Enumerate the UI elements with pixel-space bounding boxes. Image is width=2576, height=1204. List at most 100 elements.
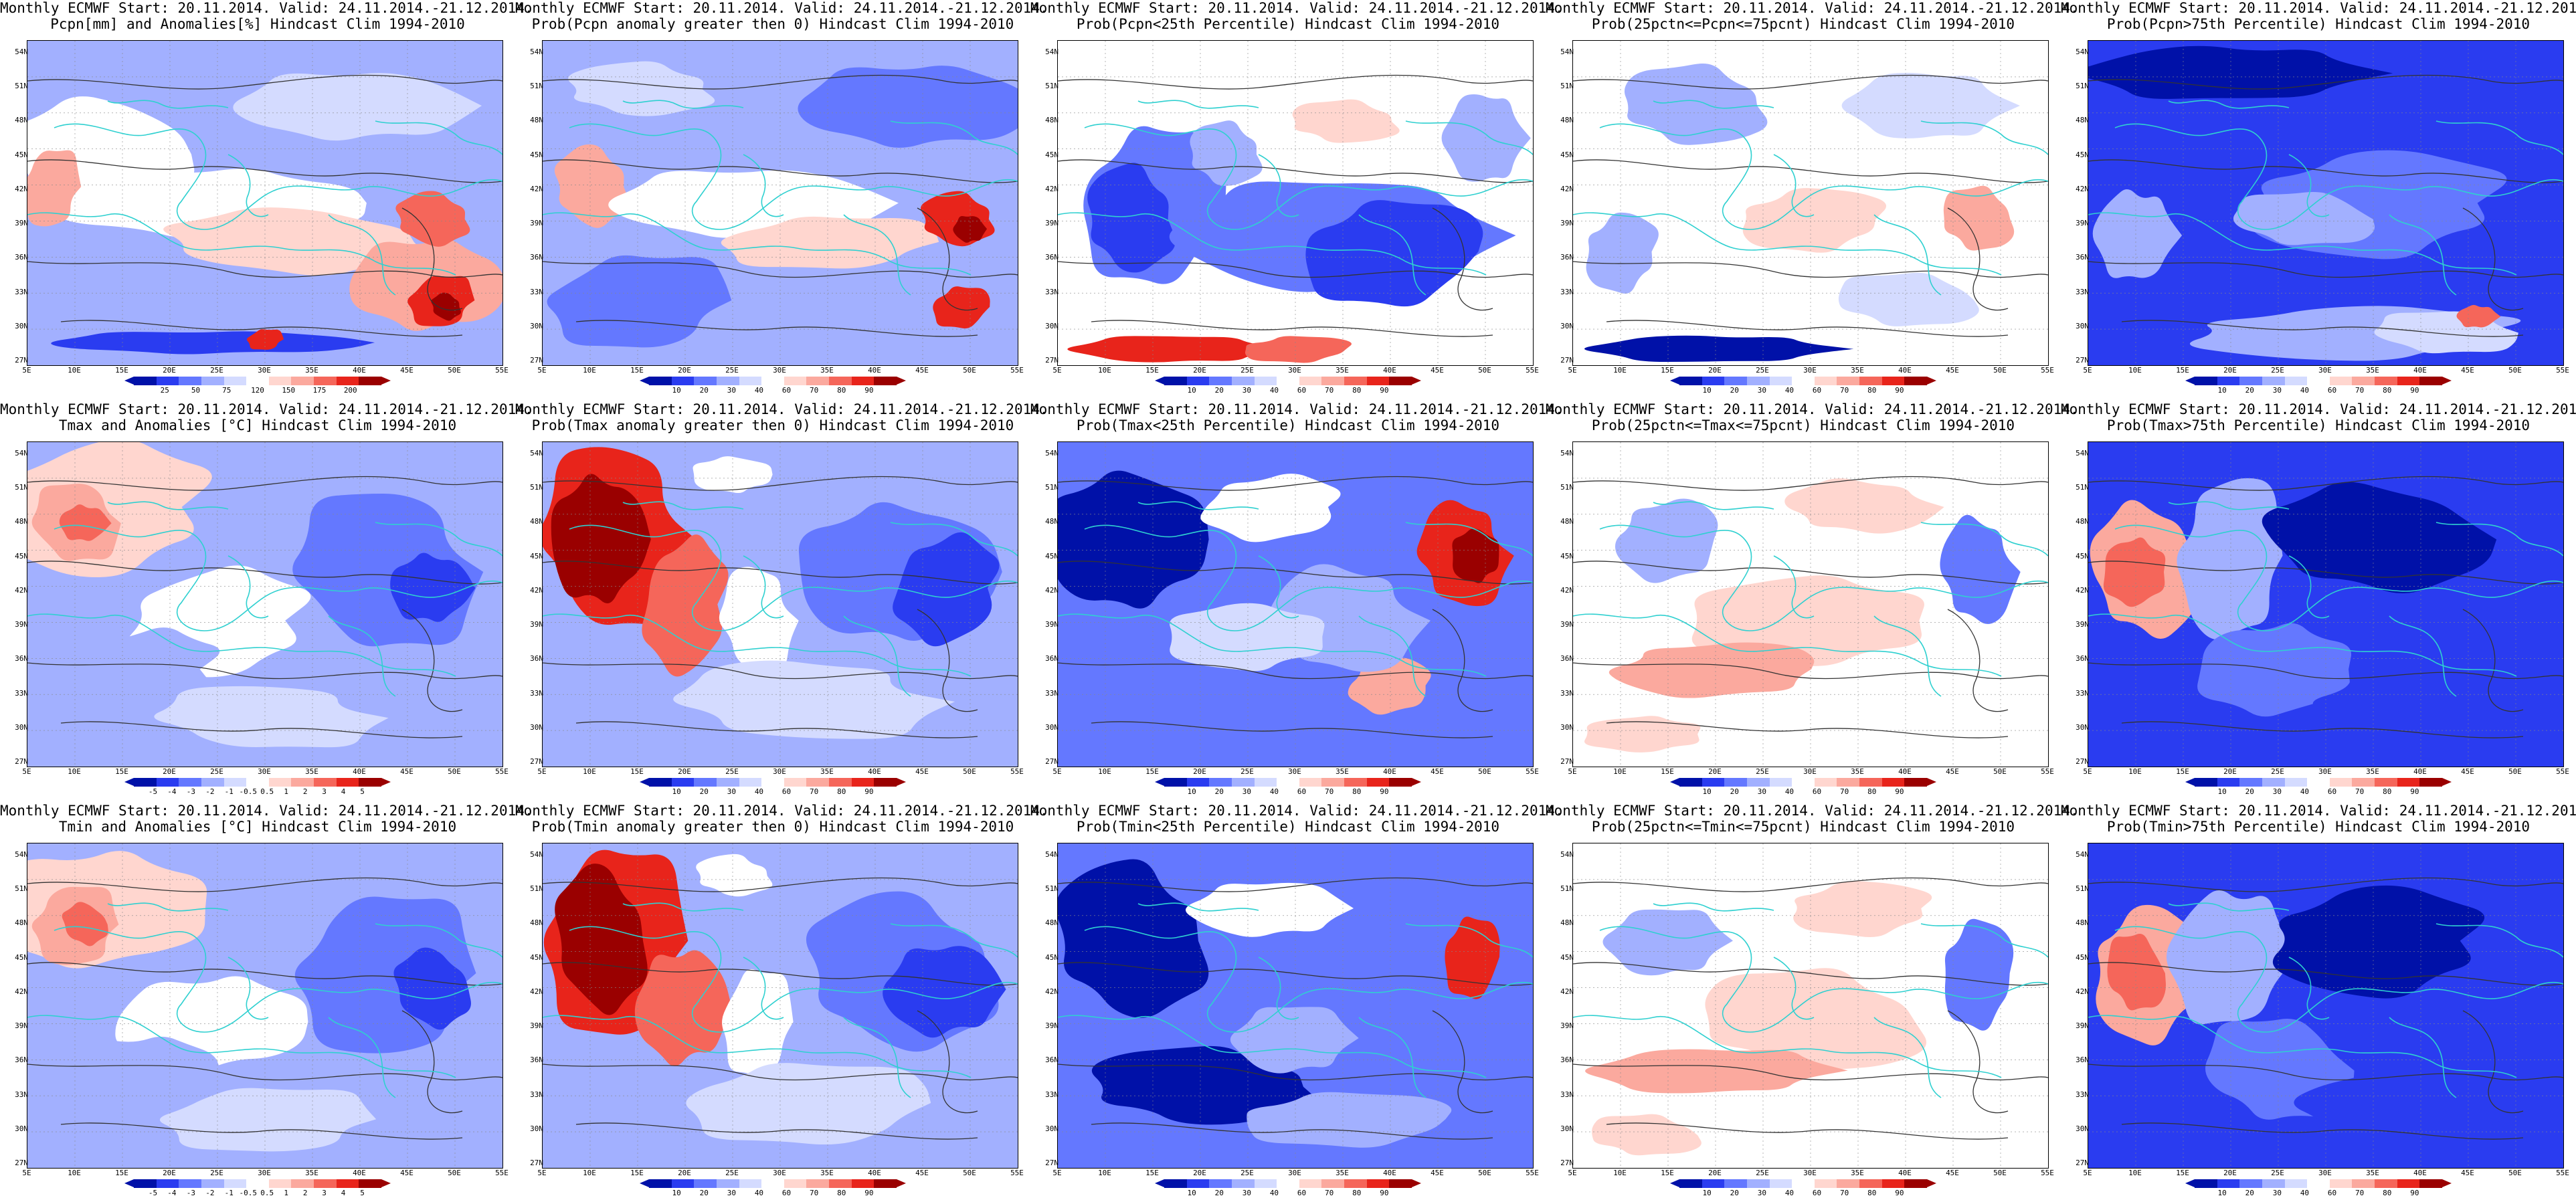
latitude-label: 36N (15, 1056, 28, 1065)
coastline (328, 214, 396, 296)
panel-title: Monthly ECMWF Start: 20.11.2014. Valid: … (515, 0, 1048, 32)
colorbar-tick-label: 70 (2355, 1189, 2365, 1197)
colorbar: 10 20 30 40 60 70 80 90 (1155, 377, 1421, 394)
shaded-region (953, 215, 988, 243)
colorbar-tick-label: 80 (837, 787, 846, 796)
latitude-label: 42N (1045, 184, 1059, 193)
longitude-label: 5E (1568, 1169, 1577, 1177)
colorbar-swatch (1299, 1179, 1322, 1188)
colorbar-low-arrow (2185, 1179, 2195, 1187)
longitude-label: 20E (1193, 767, 1206, 776)
map-svg (543, 41, 1018, 365)
latitude-label: 39N (2076, 219, 2089, 228)
latitude-label: 42N (1045, 585, 1059, 595)
contour-line (60, 721, 463, 738)
longitude-label: 55E (495, 767, 509, 776)
contour-line (543, 561, 1018, 585)
colorbar-tick-label: 40 (1269, 787, 1279, 796)
shaded-region (1247, 1092, 1452, 1148)
contour-line (575, 721, 978, 738)
longitude-label: 25E (725, 767, 739, 776)
colorbar-tick-label: 20 (2245, 386, 2254, 395)
forecast-panel: Monthly ECMWF Start: 20.11.2014. Valid: … (1030, 401, 1564, 803)
colorbar-swatch (134, 377, 157, 385)
colorbar-swatch (1186, 1179, 1210, 1188)
colorbar-tick-label: 80 (1867, 787, 1877, 796)
latitude-label: 54N (2076, 47, 2089, 56)
latitude-label: 39N (1560, 219, 1574, 228)
contour-line (1573, 962, 2048, 986)
longitude-label: 45E (915, 1169, 929, 1177)
longitude-label: 30E (773, 767, 786, 776)
latitude-label: 33N (2076, 1090, 2089, 1099)
panel-title-line2: Prob(Pcpn anomaly greater then 0) Hindca… (531, 16, 1014, 32)
colorbar-tick-label: 175 (312, 386, 327, 395)
contour-line (1058, 561, 1533, 585)
longitude-label: 55E (2556, 1169, 2569, 1177)
latitude-label: 48N (1560, 116, 1574, 125)
coastline (227, 957, 269, 1020)
colorbar-swatch (2352, 377, 2375, 385)
colorbar-tick-label: 10 (1702, 787, 1712, 796)
latitude-label: 54N (1045, 47, 1059, 56)
longitude-label: 10E (583, 366, 596, 375)
colorbar-swatch (291, 1179, 314, 1188)
colorbar-swatch (874, 377, 897, 385)
colorbar-tick-label: 10 (672, 1189, 681, 1197)
colorbar-tick-label: 80 (1352, 1189, 1362, 1197)
colorbar-tick-label: 80 (1352, 787, 1362, 796)
longitude-label: 30E (1803, 767, 1817, 776)
panel-title: Monthly ECMWF Start: 20.11.2014. Valid: … (2061, 0, 2576, 32)
colorbar-swatch (716, 1179, 740, 1188)
colorbar-high-arrow (1927, 377, 1936, 385)
contour-line (2462, 207, 2524, 311)
longitude-label: 45E (1431, 366, 1444, 375)
colorbar-tick-label: 70 (2355, 386, 2365, 395)
latitude-label: 27N (530, 356, 543, 365)
colorbar-swatch (1769, 1179, 1792, 1188)
colorbar-tick-label: 80 (1867, 1189, 1877, 1197)
colorbar-swatch (291, 778, 314, 787)
longitude-label: 15E (2176, 1169, 2189, 1177)
contour-line (2088, 561, 2563, 585)
colorbar-swatch (223, 377, 247, 385)
colorbar-swatch (2329, 778, 2353, 787)
latitude-label: 54N (530, 47, 543, 56)
longitude-label: 40E (1383, 767, 1396, 776)
colorbar-swatch (201, 778, 225, 787)
colorbar-swatch (1859, 778, 1883, 787)
latitude-label: 54N (1560, 47, 1574, 56)
colorbar-tick-label: 2 (302, 1189, 308, 1197)
latitude-label: 30N (530, 1124, 543, 1133)
contour-line (1432, 207, 1493, 311)
latitude-label: 27N (1560, 356, 1574, 365)
contour-line (1947, 1010, 2009, 1114)
colorbar-tick-label: 30 (1757, 386, 1766, 395)
colorbar-tick-label: 10 (1187, 1189, 1196, 1197)
colorbar-tick-label: 4 (341, 787, 346, 796)
shaded-region (721, 216, 939, 269)
contour-line (543, 476, 1018, 491)
colorbar-swatch (1701, 1179, 1725, 1188)
contour-line (1432, 609, 1493, 712)
forecast-panel: Monthly ECMWF Start: 20.11.2014. Valid: … (2061, 0, 2576, 401)
map-area (27, 40, 503, 366)
colorbar-swatch (2307, 377, 2330, 385)
coastline (1258, 555, 1299, 619)
map-svg (27, 442, 502, 767)
colorbar-swatch (694, 377, 717, 385)
panel-title: Monthly ECMWF Start: 20.11.2014. Valid: … (1030, 0, 1564, 32)
colorbar-swatch (1366, 1179, 1390, 1188)
colorbar: -5 -4 -3 -2 -1 -0.5 0.5 1 2 3 4 5 (124, 778, 391, 795)
longitude-label: 20E (163, 366, 176, 375)
longitude-label: 45E (400, 1169, 413, 1177)
longitude-label: 55E (1010, 1169, 1024, 1177)
panel-title-line1: Monthly ECMWF Start: 20.11.2014. Valid: … (1030, 0, 1564, 16)
shaded-region (2107, 933, 2167, 1011)
colorbar-swatch (1366, 778, 1390, 787)
contour-line (1432, 1010, 1493, 1114)
colorbar: 10 20 30 40 60 70 80 90 (1670, 377, 1936, 394)
colorbar-swatch (1231, 1179, 1255, 1188)
latitude-label: 27N (530, 757, 543, 766)
map-svg (1573, 843, 2048, 1168)
